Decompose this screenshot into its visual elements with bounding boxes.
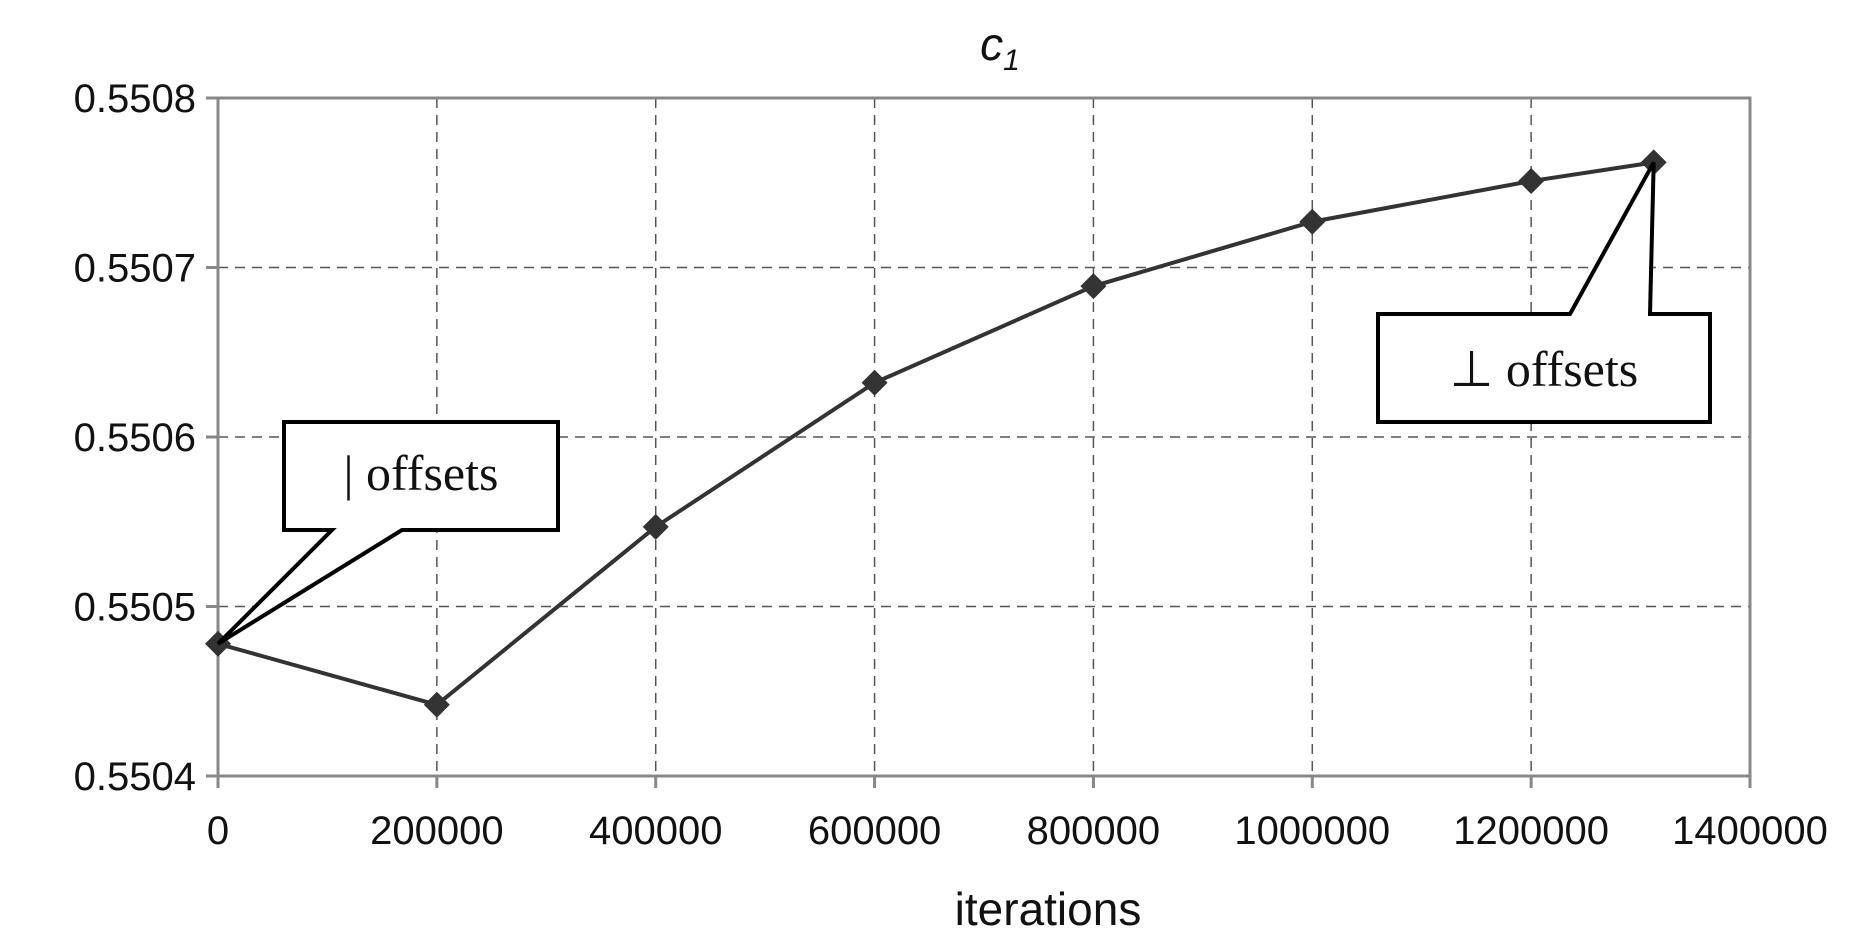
x-tick-label: 600000 xyxy=(808,809,941,853)
x-tick-label: 1200000 xyxy=(1453,809,1609,853)
y-tick-label: 0.5506 xyxy=(74,416,196,460)
data-point-marker xyxy=(1518,168,1545,195)
data-point-marker xyxy=(861,369,888,396)
annotations: | offsets ⊥ offsets xyxy=(216,161,1712,646)
x-tick-label: 200000 xyxy=(370,809,503,853)
y-tick-label: 0.5504 xyxy=(74,755,196,799)
y-tick-label: 0.5508 xyxy=(74,77,196,121)
x-tick-label: 0 xyxy=(207,809,229,853)
y-tick-label: 0.5505 xyxy=(74,586,196,630)
data-point-marker xyxy=(642,513,669,540)
axes: 0.5504 0.5505 0.5506 0.5507 0.5508 0 200000 400… xyxy=(74,77,1828,853)
annotation-callout-box xyxy=(1376,161,1712,424)
series xyxy=(205,149,1667,718)
x-tick-label: 1400000 xyxy=(1672,809,1828,853)
x-axis-label: iterations xyxy=(955,883,1142,935)
y-tick-label: 0.5507 xyxy=(74,247,196,291)
annotation-callout-box xyxy=(216,420,560,646)
annotation-label: | offsets xyxy=(344,445,499,501)
data-point-marker xyxy=(1080,273,1107,300)
x-tick-label: 400000 xyxy=(589,809,722,853)
x-tick-label: 1000000 xyxy=(1234,809,1390,853)
annotation-label: ⊥ offsets xyxy=(1450,341,1638,397)
x-tick-label: 800000 xyxy=(1027,809,1160,853)
series-line xyxy=(217,160,1655,708)
data-point-marker xyxy=(423,691,450,718)
data-point-marker xyxy=(1299,208,1326,235)
chart-title: c1 xyxy=(980,18,1020,77)
